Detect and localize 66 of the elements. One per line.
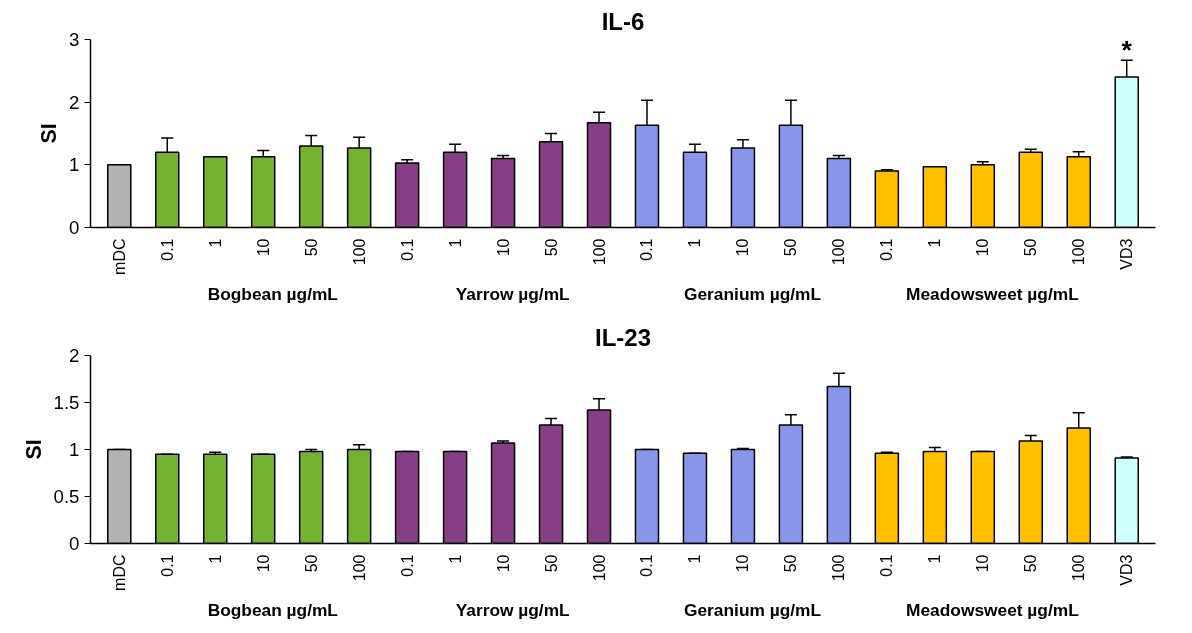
text: Geranium µg/mL (683, 599, 822, 620)
chart-title: IL-6 (601, 7, 645, 35)
x-tick-label: 100 (1070, 238, 1088, 266)
x-tick-label: mDC (110, 554, 128, 591)
x-tick-label: 0.1 (878, 554, 896, 577)
x-tick-label: 10 (494, 554, 512, 573)
y-tick-label: 2 (69, 345, 80, 366)
x-tick-label: mDC (110, 238, 128, 275)
x-tick-label: 100 (830, 554, 848, 582)
x-tick-label: 10 (734, 238, 752, 257)
y-tick-label: 0.5 (53, 486, 80, 507)
text: Yarrow µg/mL (455, 283, 571, 304)
x-tick-label: 10 (254, 554, 272, 573)
x-tick-label: 0.1 (158, 238, 176, 261)
text: Yarrow µg/mL (455, 599, 571, 620)
x-tick-label: 100 (350, 238, 368, 266)
x-tick-label: 0.1 (638, 238, 656, 261)
x-tick-label: 50 (302, 238, 320, 257)
y-tick-label: 0 (69, 533, 80, 554)
y-tick-label: 1 (69, 439, 80, 460)
y-tick-label: 2 (69, 91, 80, 113)
x-tick-label: 50 (542, 554, 560, 573)
x-tick-label: 0.1 (398, 238, 416, 261)
x-tick-label: 100 (1070, 554, 1088, 582)
x-tick-label: 1 (206, 554, 224, 564)
text: Meadowsweet µg/mL (906, 599, 1080, 620)
x-tick-label: 50 (782, 554, 800, 573)
chart-title: IL-23 (594, 323, 652, 351)
text: Meadowsweet µg/mL (906, 283, 1080, 304)
y-tick-label: 1.5 (53, 392, 80, 413)
x-tick-label: 1 (686, 554, 704, 564)
x-tick-label: 0.1 (158, 554, 176, 577)
x-tick-label: 100 (590, 554, 608, 582)
x-tick-label: 50 (1022, 238, 1040, 257)
y-tick-label: 3 (69, 29, 80, 50)
x-tick-label: 100 (830, 238, 848, 266)
y-axis-title: SI (21, 439, 46, 460)
x-tick-label: 1 (926, 238, 944, 248)
x-tick-label: 10 (494, 238, 512, 257)
x-tick-label: 100 (350, 554, 368, 582)
x-tick-label: 50 (782, 238, 800, 257)
text: Geranium µg/mL (683, 283, 822, 304)
x-tick-label: 100 (590, 238, 608, 266)
y-axis-title: SI (37, 123, 62, 144)
x-tick-label: 1 (446, 238, 464, 248)
x-tick-label: VD3 (1118, 238, 1136, 270)
text: Bogbean µg/mL (207, 599, 339, 620)
x-tick-label: 10 (254, 238, 272, 257)
x-tick-label: 10 (974, 554, 992, 573)
x-tick-label: 1 (926, 554, 944, 564)
x-tick-label: 0.1 (398, 554, 416, 577)
x-tick-label: 1 (206, 238, 224, 248)
x-tick-label: 0.1 (878, 238, 896, 261)
x-tick-label: 0.1 (638, 554, 656, 577)
x-tick-label: 10 (974, 238, 992, 257)
y-tick-label: 0 (69, 217, 80, 238)
x-tick-label: VD3 (1118, 554, 1136, 586)
y-tick-label: 1 (69, 154, 80, 176)
text: Bogbean µg/mL (207, 283, 339, 304)
x-tick-label: 50 (302, 554, 320, 573)
x-tick-label: 10 (734, 554, 752, 573)
x-tick-label: 1 (446, 554, 464, 564)
x-tick-label: 50 (1022, 554, 1040, 573)
x-tick-label: 1 (686, 238, 704, 248)
annotation: * (1121, 35, 1133, 66)
x-tick-label: 50 (542, 238, 560, 257)
